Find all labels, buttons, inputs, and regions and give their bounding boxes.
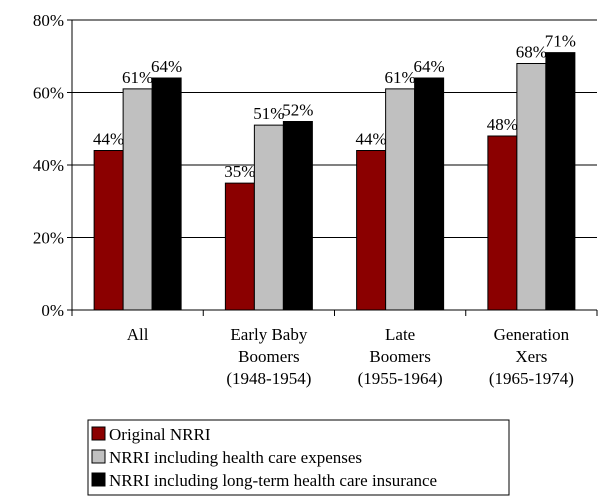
legend-label: NRRI including health care expenses bbox=[109, 448, 362, 467]
bar bbox=[516, 63, 547, 311]
bar bbox=[282, 121, 313, 311]
value-label: 44% bbox=[356, 130, 387, 149]
bar bbox=[151, 77, 182, 311]
bar bbox=[545, 52, 576, 311]
bar bbox=[356, 150, 387, 311]
legend-label: Original NRRI bbox=[109, 425, 211, 444]
bar bbox=[253, 124, 284, 311]
legend-label: NRRI including long-term health care ins… bbox=[109, 471, 437, 490]
value-label: 61% bbox=[385, 68, 416, 87]
bar bbox=[385, 88, 416, 311]
value-label: 61% bbox=[122, 68, 153, 87]
y-tick-label: 0% bbox=[41, 301, 64, 320]
bar bbox=[93, 150, 124, 311]
legend-box bbox=[87, 419, 510, 496]
value-label: 64% bbox=[151, 57, 182, 76]
legend-swatch bbox=[91, 426, 106, 441]
bar bbox=[122, 88, 153, 311]
value-label: 52% bbox=[282, 101, 313, 120]
y-tick-label: 20% bbox=[33, 229, 64, 248]
value-label: 44% bbox=[93, 130, 124, 149]
value-label: 51% bbox=[253, 104, 284, 123]
legend-swatch bbox=[91, 472, 106, 487]
x-tick-label: All bbox=[127, 325, 149, 344]
x-tick-label: Late Boomers (1955-1964) bbox=[358, 325, 443, 388]
value-label: 35% bbox=[224, 162, 255, 181]
y-tick-label: 40% bbox=[33, 156, 64, 175]
value-label: 64% bbox=[414, 57, 445, 76]
legend-swatch bbox=[91, 449, 106, 464]
y-tick-label: 80% bbox=[33, 11, 64, 30]
bar bbox=[487, 135, 518, 311]
bar bbox=[224, 182, 255, 311]
value-label: 48% bbox=[487, 115, 518, 134]
value-label: 71% bbox=[545, 32, 576, 51]
value-label: 68% bbox=[516, 43, 547, 62]
x-tick-label: Early Baby Boomers (1948-1954) bbox=[226, 325, 311, 388]
x-tick-label: Generation Xers (1965-1974) bbox=[489, 325, 574, 388]
y-tick-label: 60% bbox=[33, 84, 64, 103]
bar bbox=[414, 77, 445, 311]
